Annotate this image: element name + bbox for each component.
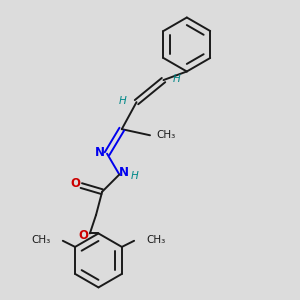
Text: N: N xyxy=(119,166,129,178)
Text: CH₃: CH₃ xyxy=(146,235,166,245)
Text: N: N xyxy=(95,146,105,159)
Text: O: O xyxy=(78,229,88,242)
Text: CH₃: CH₃ xyxy=(31,235,51,245)
Text: H: H xyxy=(131,171,138,181)
Text: O: O xyxy=(70,177,80,190)
Text: H: H xyxy=(119,96,127,106)
Text: CH₃: CH₃ xyxy=(156,130,176,140)
Text: H: H xyxy=(173,74,181,84)
